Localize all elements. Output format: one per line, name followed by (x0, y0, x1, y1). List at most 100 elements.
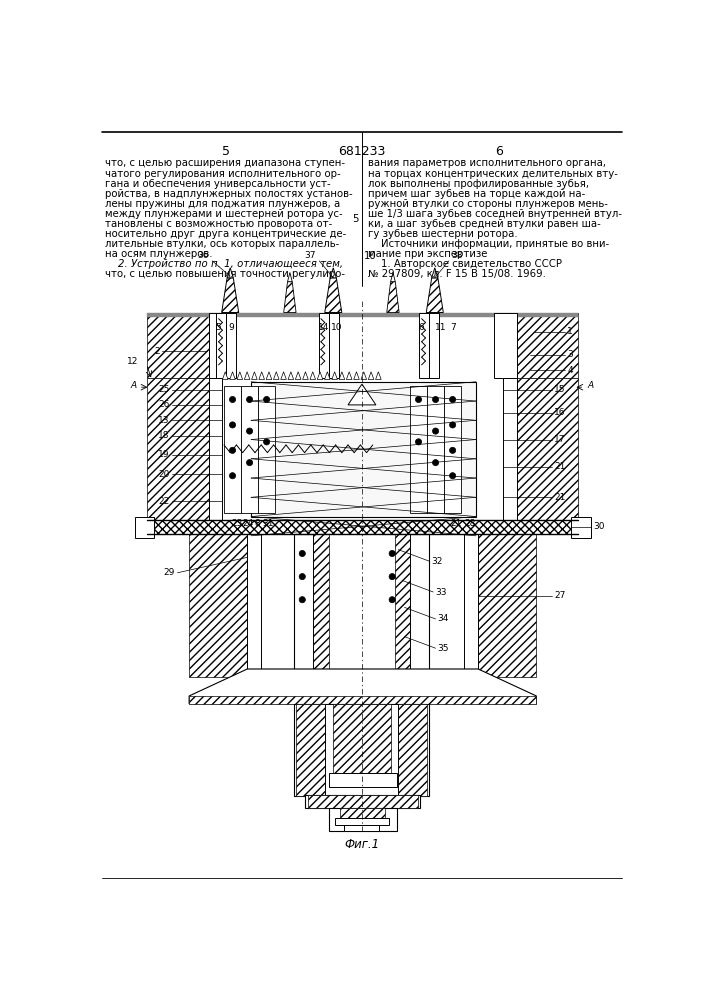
Bar (189, 696, 537, 704)
Text: 35: 35 (437, 644, 449, 653)
Polygon shape (288, 372, 293, 379)
Circle shape (230, 396, 235, 403)
Circle shape (450, 396, 456, 403)
Bar (329, 808, 397, 831)
Bar (146, 378, 209, 520)
Text: ки, а шаг зубьев средней втулки равен ша-: ки, а шаг зубьев средней втулки равен ша… (368, 219, 601, 229)
Text: 5: 5 (216, 323, 221, 332)
Bar (224, 386, 241, 513)
Circle shape (433, 428, 438, 434)
Text: 30: 30 (593, 522, 604, 531)
Text: 17: 17 (554, 435, 566, 444)
Polygon shape (387, 282, 399, 312)
Text: 21: 21 (554, 493, 566, 502)
Text: 27: 27 (554, 591, 566, 600)
Polygon shape (330, 268, 337, 278)
Text: 7: 7 (450, 323, 456, 332)
Bar (146, 520, 578, 534)
Text: 10: 10 (364, 251, 377, 261)
Text: 16: 16 (554, 408, 566, 417)
Text: 10: 10 (331, 323, 342, 332)
Text: 3: 3 (567, 350, 573, 359)
Polygon shape (189, 669, 537, 704)
Bar (209, 312, 232, 378)
Bar (429, 312, 440, 378)
Circle shape (450, 422, 456, 428)
Circle shape (450, 447, 456, 453)
Bar (332, 704, 391, 773)
Polygon shape (223, 372, 228, 379)
Bar (329, 312, 339, 378)
Polygon shape (332, 372, 337, 379)
Text: лительные втулки, ось которых параллель-: лительные втулки, ось которых параллель- (105, 239, 339, 249)
Circle shape (230, 447, 235, 453)
Polygon shape (259, 372, 264, 379)
Bar (503, 378, 517, 520)
Text: A: A (588, 381, 594, 390)
Text: ше 1/3 шага зубьев соседней внутренней втул-: ше 1/3 шага зубьев соседней внутренней в… (368, 209, 622, 219)
Bar (216, 312, 226, 378)
Text: 15: 15 (554, 385, 566, 394)
Text: 34: 34 (437, 614, 448, 623)
Polygon shape (348, 384, 376, 405)
Bar (329, 773, 397, 787)
Text: тановлены с возможностью проворота от-: тановлены с возможностью проворота от- (105, 219, 333, 229)
Circle shape (247, 428, 252, 434)
Circle shape (230, 422, 235, 428)
Bar (251, 382, 476, 517)
Bar (493, 312, 517, 378)
Bar (293, 534, 429, 677)
Polygon shape (432, 268, 438, 278)
Polygon shape (354, 372, 359, 379)
Text: гана и обеспечения универсальности уст-: гана и обеспечения универсальности уст- (105, 179, 331, 189)
Text: 12: 12 (127, 357, 139, 366)
Polygon shape (339, 372, 345, 379)
Bar (226, 312, 236, 378)
Text: 29: 29 (164, 568, 175, 577)
Polygon shape (346, 372, 352, 379)
Polygon shape (281, 372, 286, 379)
Polygon shape (325, 372, 330, 379)
Bar (335, 818, 389, 825)
Polygon shape (361, 372, 366, 379)
Bar (241, 386, 258, 513)
Text: 38: 38 (451, 251, 462, 260)
Circle shape (247, 460, 252, 466)
Circle shape (264, 439, 270, 445)
Text: ройства, в надплунжерных полостях установ-: ройства, в надплунжерных полостях устано… (105, 189, 353, 199)
Text: 36: 36 (197, 251, 209, 260)
Circle shape (299, 597, 305, 603)
Bar (258, 386, 275, 513)
Text: лок выполнены профилированные зубья,: лок выполнены профилированные зубья, (368, 179, 589, 189)
Polygon shape (325, 278, 341, 312)
Circle shape (416, 396, 421, 403)
Bar (247, 534, 261, 677)
Text: что, с целью расширения диапазона ступен-: что, с целью расширения диапазона ступен… (105, 158, 346, 168)
Circle shape (416, 439, 421, 445)
Bar (319, 312, 329, 378)
Text: мание при экспертизе: мание при экспертизе (368, 249, 488, 259)
Polygon shape (391, 272, 395, 282)
Text: Источники информации, принятые во вни-: Источники информации, принятые во вни- (368, 239, 609, 249)
Bar (308, 795, 418, 808)
Bar (293, 704, 429, 796)
Text: гу зубьев шестерни ротора.: гу зубьев шестерни ротора. (368, 229, 518, 239)
Bar (325, 704, 398, 796)
Text: 2. Устройство по п. 1, отличающееся тем,: 2. Устройство по п. 1, отличающееся тем, (105, 259, 344, 269)
Polygon shape (317, 372, 323, 379)
Text: между плунжерами и шестерней ротора ус-: между плунжерами и шестерней ротора ус- (105, 209, 343, 219)
Bar (517, 378, 578, 520)
Text: 25: 25 (158, 385, 170, 394)
Text: чатого регулирования исполнительного ор-: чатого регулирования исполнительного ор- (105, 169, 341, 179)
Text: причем шаг зубьев на торце каждой на-: причем шаг зубьев на торце каждой на- (368, 189, 585, 199)
Text: 2: 2 (154, 347, 160, 356)
Bar (146, 312, 578, 317)
Polygon shape (310, 372, 315, 379)
Text: Фиг.1: Фиг.1 (344, 838, 380, 851)
Polygon shape (230, 372, 235, 379)
Circle shape (433, 396, 438, 403)
Polygon shape (222, 278, 239, 312)
Text: ружной втулки со стороны плунжеров мень-: ружной втулки со стороны плунжеров мень- (368, 199, 608, 209)
Text: 6: 6 (495, 145, 503, 158)
Bar (209, 378, 223, 520)
